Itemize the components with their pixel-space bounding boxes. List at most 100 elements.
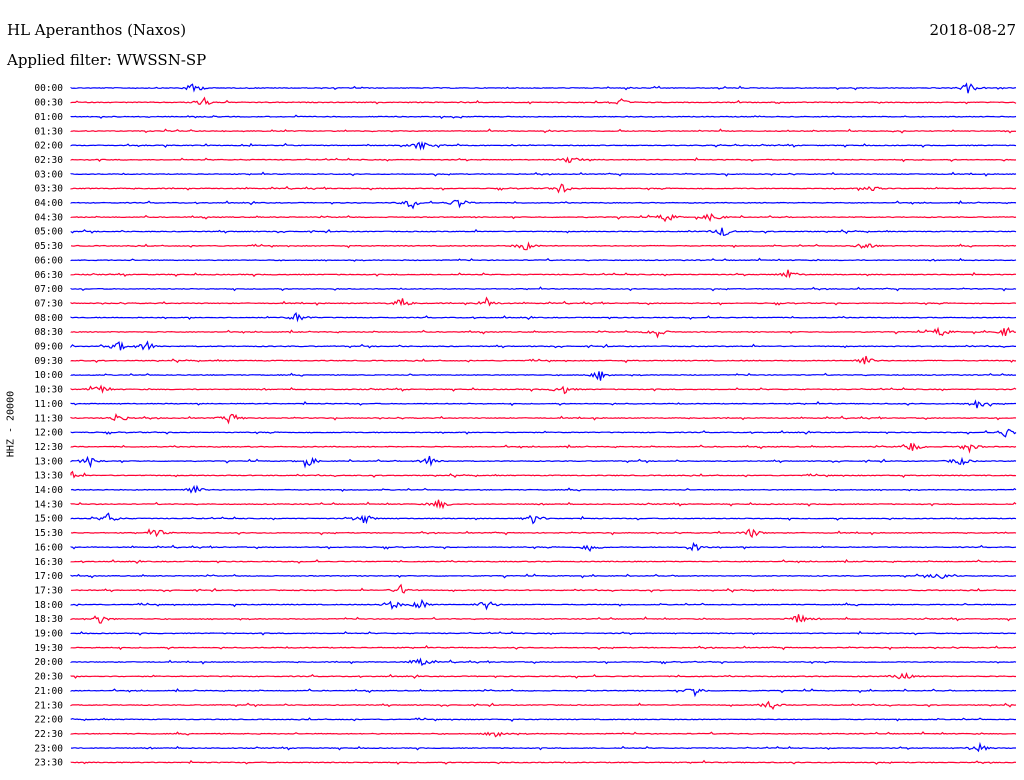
time-label: 05:30 bbox=[34, 241, 63, 252]
time-label: 02:30 bbox=[34, 155, 63, 166]
seismic-trace bbox=[70, 371, 1016, 381]
time-label: 11:30 bbox=[34, 413, 63, 424]
time-label: 14:30 bbox=[34, 499, 63, 510]
seismic-trace bbox=[70, 399, 1016, 409]
station-title: HL Aperanthos (Naxos) bbox=[7, 21, 187, 39]
time-label: 21:30 bbox=[34, 700, 63, 711]
seismic-trace bbox=[70, 484, 1017, 494]
seismic-trace bbox=[70, 512, 1017, 525]
seismic-trace bbox=[70, 96, 1017, 105]
seismic-trace bbox=[70, 541, 1017, 553]
seismic-trace bbox=[70, 717, 1017, 723]
seismic-trace bbox=[70, 227, 1017, 236]
time-label: 04:30 bbox=[34, 212, 63, 223]
time-label: 05:00 bbox=[34, 227, 63, 238]
time-label: 06:30 bbox=[34, 270, 63, 281]
time-label: 19:30 bbox=[34, 643, 63, 654]
time-label: 15:00 bbox=[34, 514, 63, 525]
seismic-trace bbox=[71, 583, 1017, 594]
seismic-trace bbox=[70, 442, 1017, 454]
seismic-trace bbox=[70, 326, 1017, 339]
seismic-trace bbox=[70, 269, 1017, 279]
seismic-trace bbox=[70, 114, 1017, 120]
seismic-trace bbox=[70, 614, 1017, 624]
time-label: 07:00 bbox=[34, 284, 63, 295]
seismic-trace bbox=[70, 213, 1017, 223]
time-label: 02:00 bbox=[34, 141, 63, 152]
seismic-trace bbox=[70, 296, 1017, 307]
time-label: 20:30 bbox=[34, 672, 63, 683]
time-label: 15:30 bbox=[34, 528, 63, 539]
time-label: 10:30 bbox=[34, 385, 63, 396]
seismic-trace bbox=[70, 644, 1016, 651]
seismic-trace bbox=[70, 731, 1017, 738]
time-label: 23:00 bbox=[34, 743, 63, 754]
seismic-trace bbox=[70, 700, 1017, 711]
time-label: 09:30 bbox=[34, 356, 63, 367]
seismic-trace bbox=[70, 199, 1017, 210]
time-label: 22:30 bbox=[34, 729, 63, 740]
time-label: 09:00 bbox=[34, 342, 63, 353]
time-label: 08:00 bbox=[34, 313, 63, 324]
time-label: 03:00 bbox=[34, 169, 63, 180]
time-label: 01:30 bbox=[34, 126, 63, 137]
seismic-trace bbox=[70, 183, 1017, 194]
filter-label: Applied filter: WWSSN-SP bbox=[7, 51, 207, 69]
time-label: 21:00 bbox=[34, 686, 63, 697]
time-label: 13:00 bbox=[34, 456, 63, 467]
time-label: 08:30 bbox=[34, 327, 63, 338]
seismic-trace bbox=[70, 688, 1017, 698]
seismic-trace bbox=[70, 311, 1017, 323]
seismic-trace bbox=[70, 428, 1017, 438]
time-label: 06:00 bbox=[34, 255, 63, 266]
time-label: 18:30 bbox=[34, 614, 63, 625]
seismic-trace bbox=[70, 82, 1017, 94]
time-label: 10:00 bbox=[34, 370, 63, 381]
time-label: 16:30 bbox=[34, 557, 63, 568]
seismic-trace bbox=[70, 470, 1017, 479]
time-label: 00:30 bbox=[34, 98, 63, 109]
time-label: 22:00 bbox=[34, 715, 63, 726]
seismic-trace bbox=[70, 598, 1017, 611]
time-label: 14:00 bbox=[34, 485, 63, 496]
seismic-trace bbox=[70, 558, 1017, 565]
time-label: 12:30 bbox=[34, 442, 63, 453]
time-label: 17:30 bbox=[34, 585, 63, 596]
seismic-trace bbox=[70, 759, 1017, 765]
seismic-trace bbox=[71, 741, 1016, 753]
record-date: 2018-08-27 bbox=[929, 21, 1016, 39]
seismic-trace bbox=[70, 286, 1017, 292]
seismic-trace bbox=[70, 455, 1017, 469]
time-label: 17:00 bbox=[34, 571, 63, 582]
time-label: 04:00 bbox=[34, 198, 63, 209]
time-label: 19:00 bbox=[34, 629, 63, 640]
seismic-trace bbox=[70, 241, 1017, 251]
time-label: 01:00 bbox=[34, 112, 63, 123]
seismic-trace bbox=[70, 384, 1017, 395]
seismic-trace bbox=[70, 171, 1017, 177]
time-label: 07:30 bbox=[34, 298, 63, 309]
seismic-trace bbox=[70, 657, 1017, 667]
seismic-trace bbox=[70, 630, 1017, 636]
seismic-trace bbox=[70, 671, 1016, 680]
time-label: 00:00 bbox=[34, 83, 63, 94]
seismic-trace bbox=[70, 257, 1017, 262]
time-label: 16:00 bbox=[34, 542, 63, 553]
seismic-trace bbox=[70, 140, 1017, 151]
time-label: 23:30 bbox=[34, 758, 63, 769]
seismic-trace bbox=[70, 573, 1017, 579]
seismic-trace bbox=[70, 355, 1016, 365]
time-label: 13:30 bbox=[34, 471, 63, 482]
seismic-trace bbox=[70, 528, 1017, 539]
time-label: 03:30 bbox=[34, 184, 63, 195]
seismic-trace bbox=[70, 499, 1017, 510]
time-label: 12:00 bbox=[34, 428, 63, 439]
time-label: 18:00 bbox=[34, 600, 63, 611]
seismic-trace bbox=[70, 340, 1016, 351]
seismic-trace bbox=[70, 156, 1017, 164]
time-label: 20:00 bbox=[34, 657, 63, 668]
seismic-trace bbox=[70, 128, 1017, 134]
seismic-trace bbox=[70, 412, 1017, 425]
time-label: 11:00 bbox=[34, 399, 63, 410]
